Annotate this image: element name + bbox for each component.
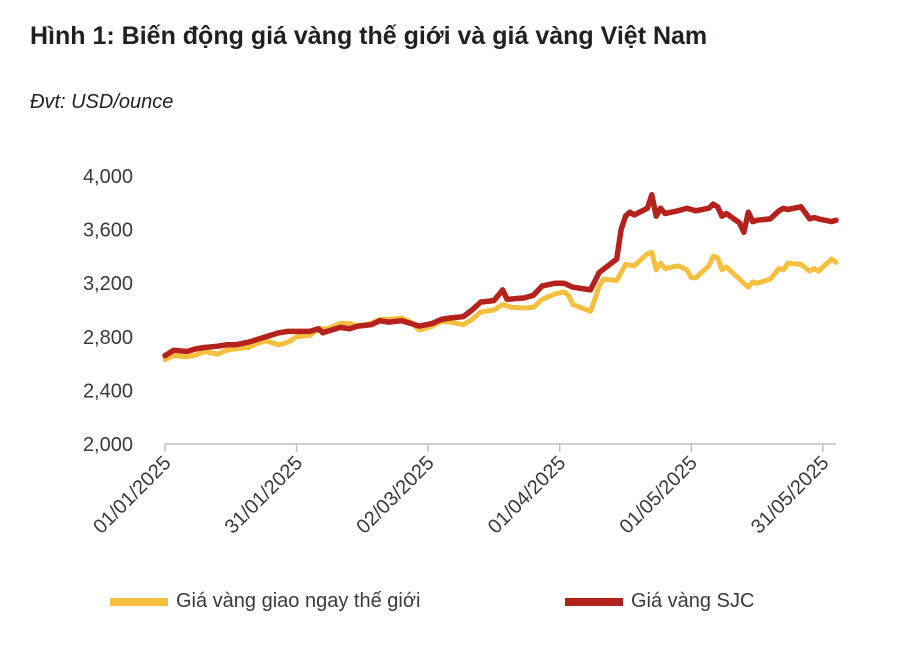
x-tick-label: 31/05/2025 [747,452,833,538]
y-tick-label: 2,000 [83,434,133,456]
legend-label-sjc: Giá vàng SJC [631,590,755,612]
line-chart: 2,000 2,400 2,800 3,200 3,600 4,000 01/01/202… [83,166,839,538]
legend-label-world: Giá vàng giao ngay thế giới [176,590,421,612]
legend-swatch-world [110,597,168,606]
x-tick-label: 01/05/2025 [615,452,701,538]
chart-title: Hình 1: Biến động giá vàng thế giới và g… [30,22,708,50]
legend-swatch-sjc [565,597,623,606]
x-tick-label: 01/04/2025 [484,452,570,538]
series-layer [162,192,839,363]
y-tick-label: 3,600 [83,220,133,242]
x-tick-label: 02/03/2025 [352,452,438,538]
x-axis-ticks: 01/01/2025 31/01/2025 02/03/2025 01/04/2025… [89,444,833,538]
y-tick-label: 2,400 [83,380,133,402]
series-line-sjc [162,192,839,359]
y-tick-label: 4,000 [83,166,133,188]
y-axis-ticks: 2,000 2,400 2,800 3,200 3,600 4,000 [83,166,133,456]
legend-item-sjc: Giá vàng SJC [565,590,754,613]
series-line-world [162,249,839,363]
unit-label: Đvt: USD/ounce [30,91,174,113]
y-tick-label: 2,800 [83,327,133,349]
legend: Giá vàng giao ngay thế giới Giá vàng SJC [110,590,830,630]
y-tick-label: 3,200 [83,273,133,295]
x-tick-label: 01/01/2025 [89,452,175,538]
legend-item-world: Giá vàng giao ngay thế giới [110,590,420,613]
x-tick-label: 31/01/2025 [221,452,307,538]
